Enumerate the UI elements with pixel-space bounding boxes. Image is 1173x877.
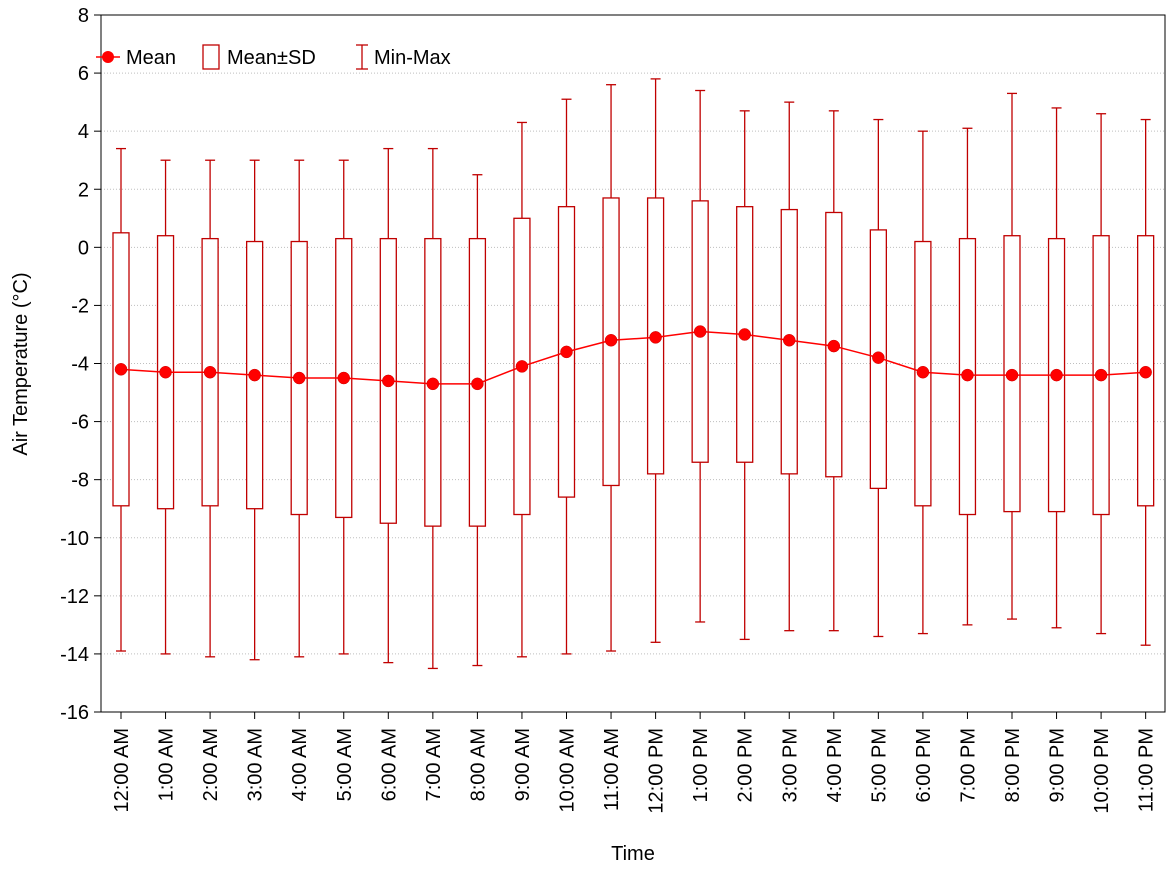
- y-tick-label: 4: [78, 121, 89, 143]
- mean-point: [1005, 368, 1019, 382]
- y-tick-label: -12: [60, 586, 89, 608]
- mean-point: [1139, 365, 1152, 379]
- mean-line: [120, 330, 1146, 385]
- mean-point: [738, 328, 751, 341]
- y-tick-label: 6: [78, 63, 89, 85]
- x-tick-label: 4:00 AM: [289, 728, 311, 801]
- x-tick-label: 8:00 AM: [467, 728, 489, 801]
- x-tick-label: 3:00 PM: [779, 728, 801, 802]
- x-tick-label: 1:00 AM: [156, 728, 178, 801]
- mean-point: [426, 377, 440, 391]
- mean-point: [1050, 368, 1063, 382]
- mean-point: [560, 345, 573, 359]
- y-tick-label: -10: [60, 528, 89, 550]
- mean-point: [872, 351, 885, 364]
- mean-point: [203, 365, 217, 379]
- mean-point: [649, 331, 662, 344]
- legend: Mean Mean±SD Min-Max: [96, 44, 451, 70]
- x-tick-label: 12:00 AM: [111, 728, 133, 813]
- mean-layer: [114, 325, 1152, 391]
- x-tick-label: 9:00 PM: [1047, 728, 1069, 802]
- y-axis-ticks: 8 6 4 2 0 -2 -4 -6 -8 -10 -12 -14 -16: [60, 5, 101, 724]
- x-tick-label: 12:00 PM: [646, 728, 668, 814]
- y-tick-label: -8: [71, 470, 89, 492]
- boxes-layer: [112, 78, 1155, 670]
- y-axis-title: Air Temperature (°C): [10, 272, 32, 455]
- mean-point: [292, 371, 306, 385]
- x-tick-label: 8:00 PM: [1002, 728, 1024, 802]
- legend-box-icon: [202, 44, 220, 70]
- x-axis-title: Time: [611, 843, 655, 865]
- mean-point: [961, 368, 974, 382]
- mean-point: [515, 360, 529, 373]
- y-tick-label: 8: [78, 5, 89, 27]
- mean-point: [382, 374, 395, 388]
- mean-point: [471, 377, 484, 391]
- mean-point: [248, 368, 261, 382]
- mean-point: [159, 365, 172, 379]
- x-tick-label: 4:00 PM: [824, 728, 846, 802]
- x-tick-label: 6:00 AM: [378, 728, 400, 801]
- legend-label-min-max: Min-Max: [374, 47, 451, 69]
- x-tick-label: 7:00 AM: [423, 728, 445, 801]
- mean-point: [1094, 368, 1108, 382]
- legend-label-mean-sd: Mean±SD: [227, 47, 316, 69]
- y-tick-label: -6: [71, 412, 89, 434]
- mean-point: [604, 334, 618, 347]
- x-axis-ticks: 12:00 AM 1:00 AM 2:00 AM 3:00 AM 4:00 AM 5:00…: [111, 712, 1158, 814]
- y-tick-label: -4: [71, 354, 89, 376]
- x-tick-label: 7:00 PM: [957, 728, 979, 802]
- legend-label-mean: Mean: [126, 47, 176, 69]
- y-tick-label: -2: [71, 295, 89, 317]
- y-tick-label: -16: [60, 702, 89, 724]
- y-tick-label: 0: [78, 237, 89, 259]
- legend-mean-dot-icon: [102, 51, 114, 63]
- mean-point: [827, 339, 841, 353]
- x-tick-label: 10:00 AM: [557, 728, 579, 813]
- x-tick-label: 11:00 PM: [1136, 728, 1158, 812]
- x-tick-label: 5:00 AM: [334, 728, 356, 801]
- x-tick-label: 3:00 AM: [245, 728, 267, 801]
- mean-point: [783, 334, 796, 347]
- x-tick-label: 10:00 PM: [1091, 728, 1113, 814]
- mean-point: [337, 371, 350, 385]
- x-tick-label: 2:00 PM: [735, 728, 757, 802]
- mean-point: [916, 365, 930, 379]
- mean-point: [693, 325, 707, 338]
- grid-lines: [101, 72, 1165, 655]
- mean-point: [114, 363, 128, 376]
- x-tick-label: 11:00 AM: [601, 728, 623, 811]
- x-tick-label: 6:00 PM: [913, 728, 935, 802]
- x-tick-label: 1:00 PM: [690, 728, 712, 802]
- x-tick-label: 2:00 AM: [200, 728, 222, 801]
- x-tick-label: 5:00 PM: [868, 728, 890, 802]
- y-tick-label: 2: [78, 179, 89, 201]
- x-tick-label: 9:00 AM: [512, 728, 534, 801]
- y-tick-label: -14: [60, 644, 89, 666]
